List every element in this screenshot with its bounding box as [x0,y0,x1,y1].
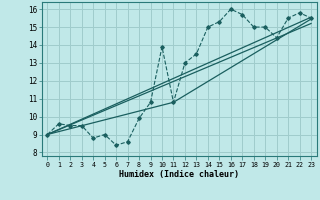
X-axis label: Humidex (Indice chaleur): Humidex (Indice chaleur) [119,170,239,179]
